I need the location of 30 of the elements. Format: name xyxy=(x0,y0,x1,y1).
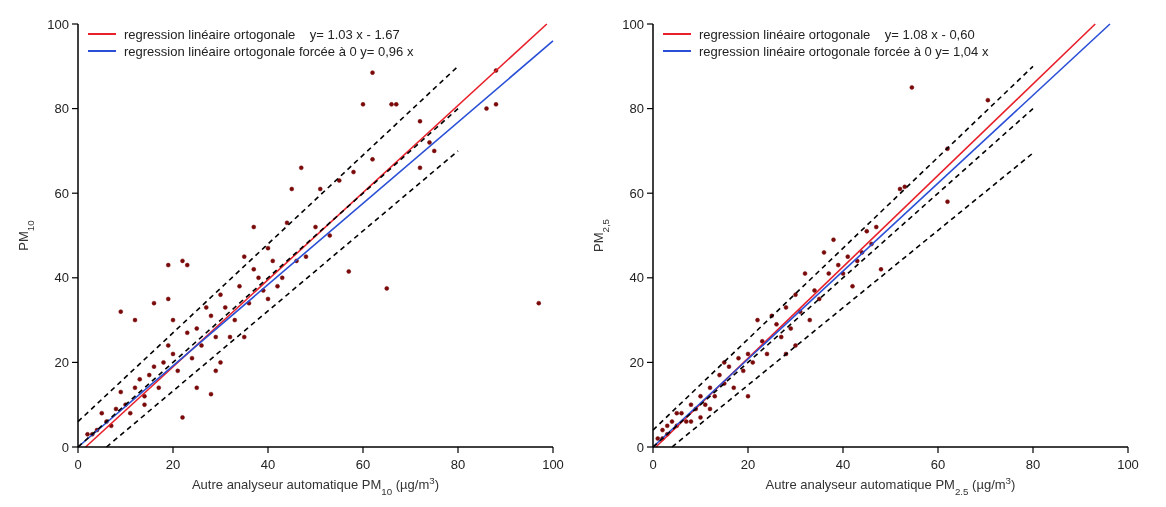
x-tick-label: 60 xyxy=(930,457,946,472)
y-tick-label: 40 xyxy=(629,270,644,286)
x-tick-label: 0 xyxy=(649,457,657,472)
y-tick-label: 100 xyxy=(622,16,644,32)
y-tick-label: 80 xyxy=(629,101,644,117)
x-tick-label: 40 xyxy=(260,457,276,472)
x-tick-label: 100 xyxy=(1117,457,1139,472)
x-tick-label: 80 xyxy=(1025,457,1041,472)
x-tick-label: 20 xyxy=(740,457,756,472)
y-tick-label: 60 xyxy=(54,185,69,201)
y-tick-label: 0 xyxy=(61,439,69,455)
y-tick-label: 80 xyxy=(54,101,69,117)
y-tick-label: 60 xyxy=(629,185,644,201)
x-tick-label: 60 xyxy=(355,457,371,472)
x-tick-label: 100 xyxy=(542,457,564,472)
x-tick-label: 80 xyxy=(450,457,466,472)
y-tick-label: 0 xyxy=(636,439,644,455)
x-tick-label: 40 xyxy=(835,457,851,472)
x-tick-label: 20 xyxy=(165,457,181,472)
x-axis-title: Autre analyseur automatique PM$_{2.5}$ (µg/m$^{3}$) xyxy=(765,474,1016,497)
x-axis-title: Autre analyseur automatique PM$_{10}$ (µg/m$^{3}$) xyxy=(191,474,440,497)
x-tick-label: 0 xyxy=(74,457,82,472)
legend-label: regression linéaire ortogonale forcée à 0 y= 0,96 x xyxy=(124,43,414,59)
y-tick-label: 20 xyxy=(54,354,69,370)
legend-label: regression linéaire ortogonale forcée à 0 y= 1,04 x xyxy=(699,43,989,59)
y-tick-label: 100 xyxy=(47,16,69,32)
legend-label: regression linéaire ortogonale y= 1.03 x - 1.67 xyxy=(124,26,400,42)
y-tick-label: 20 xyxy=(629,354,644,370)
legend-label: regression linéaire ortogonale y= 1.08 x - 0,60 xyxy=(699,26,975,42)
y-tick-label: 40 xyxy=(54,270,69,286)
